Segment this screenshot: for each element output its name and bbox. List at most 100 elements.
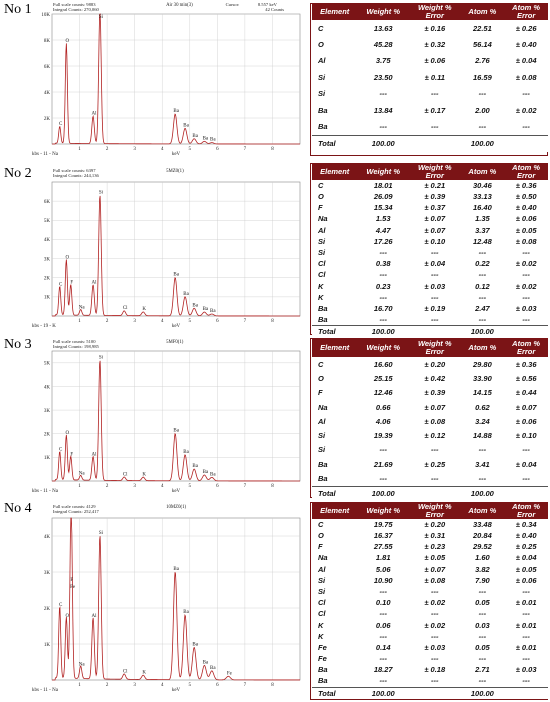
table-cell: --- bbox=[431, 270, 439, 280]
table-row: C 18.01 ± 0.21 30.46 ± 0.36 bbox=[312, 180, 548, 191]
table-row: Al 3.75 ± 0.06 2.76 ± 0.04 bbox=[312, 53, 548, 69]
table-cell: O bbox=[318, 192, 324, 202]
table-row: K --- --- --- --- bbox=[312, 292, 548, 303]
table-cell: Si bbox=[318, 431, 326, 441]
table-row: Cl --- --- --- --- bbox=[312, 269, 548, 280]
table-row: Si 17.26 ± 0.10 12.48 ± 0.08 bbox=[312, 236, 548, 247]
peak-label: Ba bbox=[173, 109, 179, 114]
y-tick-label: 4K bbox=[44, 385, 51, 390]
peak-label: Ba bbox=[183, 292, 189, 297]
table-row: Si 10.90 ± 0.08 7.90 ± 0.06 bbox=[312, 575, 548, 586]
peak-label: Si bbox=[99, 531, 104, 536]
header-weight: Weight % bbox=[357, 503, 409, 519]
x-tick-label: 8 bbox=[271, 147, 274, 152]
table-cell: Ba bbox=[318, 315, 328, 325]
table-row: C 13.63 ± 0.16 22.51 ± 0.26 bbox=[312, 20, 548, 36]
table-cell: --- bbox=[522, 122, 530, 132]
header-atom: Atom % bbox=[460, 339, 505, 357]
table-cell bbox=[408, 325, 461, 338]
table-row: K --- --- --- --- bbox=[312, 631, 548, 642]
table-cell: 16.37 bbox=[373, 531, 393, 541]
table-cell bbox=[408, 485, 461, 501]
info-full-scale: Full scale counts: 4129 bbox=[53, 504, 96, 509]
table-cell: Si bbox=[318, 445, 326, 455]
table-cell: ± 0.56 bbox=[515, 373, 537, 383]
table-cell: --- bbox=[379, 586, 387, 596]
table-cell: ± 0.07 bbox=[424, 564, 446, 574]
table-cell: F bbox=[318, 388, 323, 398]
table-cell: Ba bbox=[318, 105, 328, 115]
table-cell: --- bbox=[478, 445, 487, 455]
table-cell: --- bbox=[478, 676, 487, 686]
table-cell: --- bbox=[379, 445, 387, 455]
x-tick-label: 3 bbox=[133, 147, 136, 152]
table-cell: K bbox=[318, 281, 324, 291]
table-cell: 27.55 bbox=[373, 542, 393, 552]
table-cell: --- bbox=[522, 89, 530, 99]
table-cell: F bbox=[318, 542, 323, 552]
table-cell: ± 0.34 bbox=[515, 519, 537, 529]
table-cell: ± 0.03 bbox=[424, 281, 446, 291]
table-cell: ± 0.06 bbox=[515, 416, 537, 426]
table-cell: ± 0.08 bbox=[424, 575, 446, 585]
table-cell: 17.26 bbox=[373, 236, 393, 246]
peak-label: Ba bbox=[183, 123, 189, 128]
table-row: Ba --- --- --- --- bbox=[312, 118, 548, 135]
y-tick-label: 6K bbox=[44, 65, 51, 70]
table-cell: --- bbox=[478, 122, 487, 132]
x-tick-label: 7 bbox=[244, 319, 247, 324]
table-cell: ± 0.23 bbox=[424, 542, 446, 552]
table-cell: Ba bbox=[318, 676, 328, 686]
footer-label: kbs - 11 - Na bbox=[32, 688, 59, 693]
table-cell: 13.84 bbox=[373, 105, 393, 115]
table-row: O 45.28 ± 0.32 56.14 ± 0.40 bbox=[312, 36, 548, 52]
table-cell: Al bbox=[318, 56, 326, 66]
table-cell: 0.05 bbox=[475, 598, 490, 608]
table-cell: C bbox=[318, 519, 324, 529]
table-cell: ± 0.02 bbox=[424, 598, 446, 608]
table-cell: ± 0.40 bbox=[515, 203, 537, 213]
peak-label: Ba bbox=[210, 472, 216, 477]
peak-label: Ba bbox=[192, 134, 198, 139]
peak-label: Ba bbox=[203, 661, 209, 666]
table-row: C 16.60 ± 0.20 29.80 ± 0.36 bbox=[312, 357, 548, 371]
spectrum-line bbox=[52, 517, 300, 681]
table-cell: 15.34 bbox=[373, 203, 393, 213]
table-cell: 22.51 bbox=[472, 23, 492, 33]
table-cell bbox=[504, 686, 548, 699]
table-cell: --- bbox=[379, 654, 387, 664]
table-cell: Si bbox=[318, 575, 326, 585]
table-cell: ± 0.12 bbox=[424, 431, 446, 441]
table-cell: ± 0.01 bbox=[515, 598, 537, 608]
table-cell: --- bbox=[522, 631, 530, 641]
y-tick-label: 2K bbox=[44, 607, 51, 612]
header-weight-error: Weight % Error bbox=[408, 503, 461, 519]
table-cell: --- bbox=[522, 445, 530, 455]
peak-label: Na bbox=[79, 305, 86, 310]
x-tick-label: 7 bbox=[244, 147, 247, 152]
panel-4-label: No 4 bbox=[4, 501, 32, 516]
peak-label: F bbox=[70, 452, 73, 457]
x-tick-label: 2 bbox=[106, 147, 109, 152]
table-header-row: Element Weight % Weight % Error Atom % Atom %… bbox=[312, 164, 548, 180]
table-cell: --- bbox=[431, 445, 439, 455]
table-cell: 20.84 bbox=[472, 531, 492, 541]
table-cell: 30.46 bbox=[472, 180, 492, 190]
table-cell: --- bbox=[522, 586, 530, 596]
table-cell: --- bbox=[478, 631, 487, 641]
table-cell: Si bbox=[318, 72, 326, 82]
peak-label: Al bbox=[92, 280, 98, 285]
table-cell: 18.01 bbox=[373, 180, 393, 190]
peak-label: O bbox=[66, 431, 70, 436]
info-full-scale: Full scale counts: 6397 bbox=[53, 168, 96, 173]
peak-label: Ba bbox=[183, 450, 189, 455]
table-cell: --- bbox=[478, 586, 487, 596]
table-cell: --- bbox=[431, 89, 439, 99]
eds-table-4: Element Weight % Weight % Error Atom % Atom %… bbox=[312, 503, 548, 699]
x-tick-label: 8 bbox=[271, 484, 274, 489]
panel-1-label: No 1 bbox=[4, 2, 32, 17]
header-element: Element bbox=[312, 503, 358, 519]
peak-label: K bbox=[142, 671, 146, 676]
table-cell: ± 0.50 bbox=[515, 192, 537, 202]
table-cell: ± 0.02 bbox=[424, 620, 446, 630]
